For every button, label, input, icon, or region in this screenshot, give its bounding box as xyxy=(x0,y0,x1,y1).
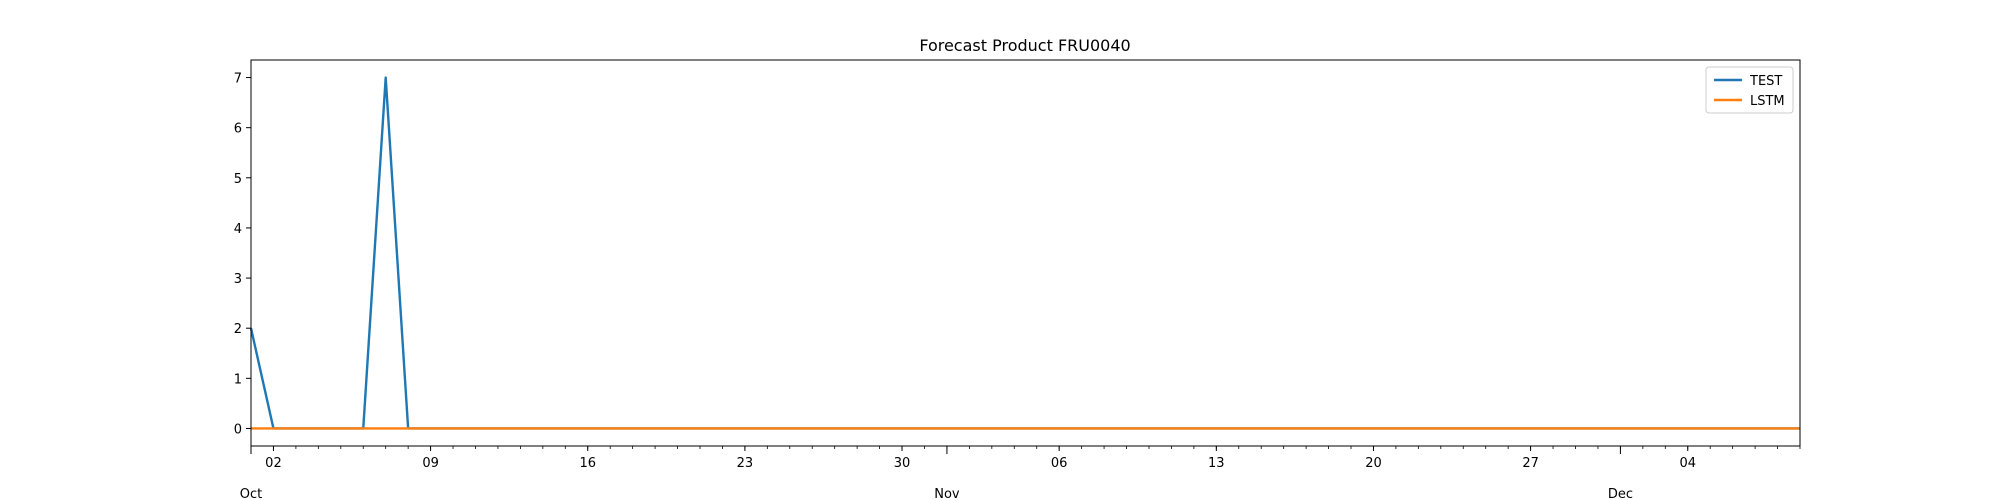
x-tick-label: 20 xyxy=(1365,456,1382,471)
chart-title: Forecast Product FRU0040 xyxy=(919,36,1130,55)
legend-label-lstm: LSTM xyxy=(1750,94,1785,109)
legend-box xyxy=(1705,66,1794,114)
x-tick-label: 02 xyxy=(265,456,282,471)
legend-label-test: TEST xyxy=(1749,74,1782,89)
y-tick-label: 4 xyxy=(234,222,242,237)
y-tick-label: 7 xyxy=(234,72,242,87)
x-month-label: Dec xyxy=(1608,487,1633,500)
plot-area xyxy=(249,76,1800,430)
legend: TEST LSTM xyxy=(1705,66,1794,114)
plot-frame xyxy=(250,59,1801,447)
series-line-test xyxy=(249,76,1800,430)
y-tick-label: 3 xyxy=(234,272,242,287)
x-tick-label: 27 xyxy=(1522,456,1539,471)
x-tick-label: 04 xyxy=(1679,456,1696,471)
y-tick-label: 1 xyxy=(234,372,242,387)
y-tick-label: 6 xyxy=(234,122,242,137)
x-tick-label: 23 xyxy=(737,456,754,471)
y-tick-label: 5 xyxy=(234,172,242,187)
y-tick-label: 2 xyxy=(234,322,242,337)
x-tick-label: 06 xyxy=(1051,456,1068,471)
x-month-label: Nov xyxy=(934,487,960,500)
x-tick-label: 13 xyxy=(1208,456,1225,471)
x-tick-label: 09 xyxy=(422,456,439,471)
x-tick-label: 30 xyxy=(894,456,911,471)
y-tick-label: 0 xyxy=(234,422,242,437)
x-month-label: Oct xyxy=(240,487,262,500)
x-tick-label: 16 xyxy=(579,456,596,471)
